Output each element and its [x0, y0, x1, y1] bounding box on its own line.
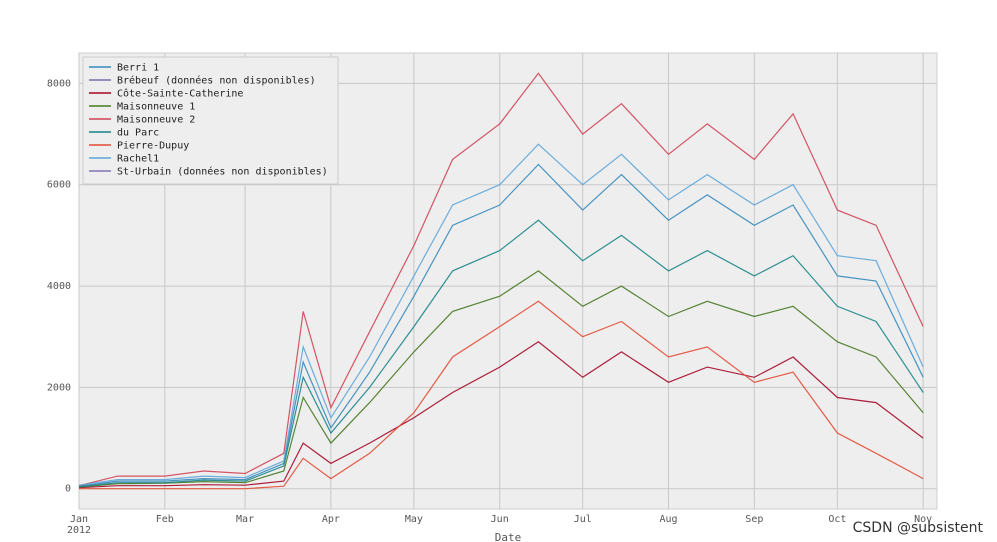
x-tick-label: Oct [828, 514, 846, 525]
x-axis-label: Date [495, 531, 522, 542]
x-tick-label: Nov [914, 514, 932, 525]
series-line [78, 163, 924, 487]
series-line [78, 219, 924, 488]
legend-entry: Maisonneuve 2 [117, 115, 195, 126]
y-tick-label: 2000 [47, 382, 71, 393]
series-line [78, 143, 924, 486]
legend-entry: Berri 1 [117, 63, 159, 74]
legend-entry: Brébeuf (données non disponibles) [117, 75, 316, 87]
x-tick-label: Feb [156, 514, 174, 525]
x-tick-label: Mar [236, 514, 254, 525]
legend-entry: Maisonneuve 1 [117, 102, 195, 113]
x-tick-label: Aug [659, 514, 677, 525]
y-tick-label: 4000 [47, 281, 71, 292]
watermark: CSDN @subsistent [852, 520, 983, 536]
x-tick-label: Sep [745, 514, 763, 525]
x-tick-label: May [405, 514, 423, 525]
series-line [78, 72, 924, 487]
legend-entry: Rachel1 [117, 154, 159, 165]
x-tick-label: Jun [491, 514, 509, 525]
legend-entry: Pierre-Dupuy [117, 141, 189, 152]
legend-entry: Côte-Sainte-Catherine [117, 88, 243, 100]
y-tick-label: 6000 [47, 180, 71, 191]
y-tick-label: 0 [65, 484, 71, 495]
legend-entry: St-Urbain (données non disponibles) [117, 166, 328, 178]
series-lines [78, 72, 924, 490]
x-tick-label: Apr [322, 514, 340, 525]
series-line [78, 270, 924, 488]
series-line [79, 300, 924, 490]
y-tick-label: 8000 [47, 78, 71, 89]
legend-box [82, 56, 339, 185]
x-tick-label: Jan [70, 514, 88, 525]
legend-entry: du Parc [117, 128, 159, 139]
x-tick-sublabel: 2012 [67, 525, 91, 536]
x-tick-label: Jul [574, 514, 592, 525]
y-axis-ticks: 0 2000 4000 6000 8000 [47, 78, 71, 494]
series-line [78, 341, 924, 489]
